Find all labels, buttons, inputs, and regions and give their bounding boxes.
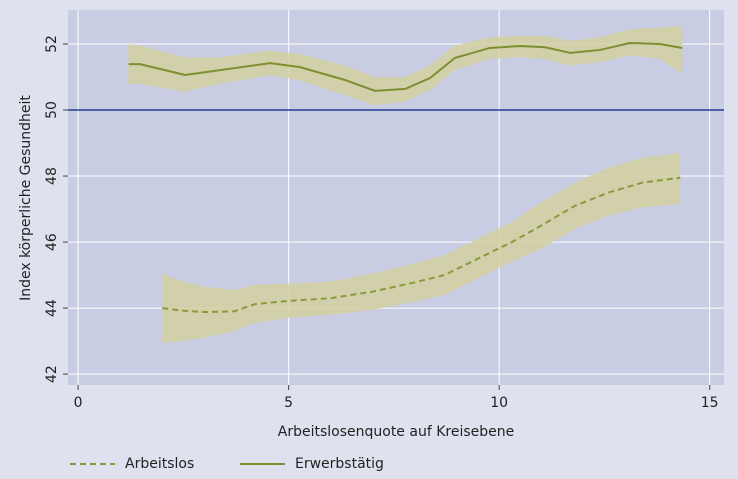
line <box>128 42 683 92</box>
y-tick-label: 46 <box>44 233 60 251</box>
y-tick-label: 50 <box>44 101 60 119</box>
line <box>162 176 681 314</box>
y-tick-label: 42 <box>44 365 60 383</box>
y-tick-label: 52 <box>44 35 60 53</box>
y-axis-label: Index körperliche Gesundheit <box>18 95 34 301</box>
legend-label: Erwerbstätig <box>295 456 384 472</box>
x-axis-label: Arbeitslosenquote auf Kreisebene <box>278 424 514 440</box>
x-tick-label: 5 <box>284 395 293 411</box>
x-tick-label: 0 <box>74 395 83 411</box>
x-tick-label: 15 <box>701 395 719 411</box>
confidence-band <box>162 152 681 343</box>
y-tick-label: 44 <box>44 299 60 317</box>
y-tick-label: 48 <box>44 167 60 185</box>
legend-label: Arbeitslos <box>125 456 194 472</box>
x-tick-label: 10 <box>490 395 508 411</box>
confidence-band <box>128 25 683 106</box>
